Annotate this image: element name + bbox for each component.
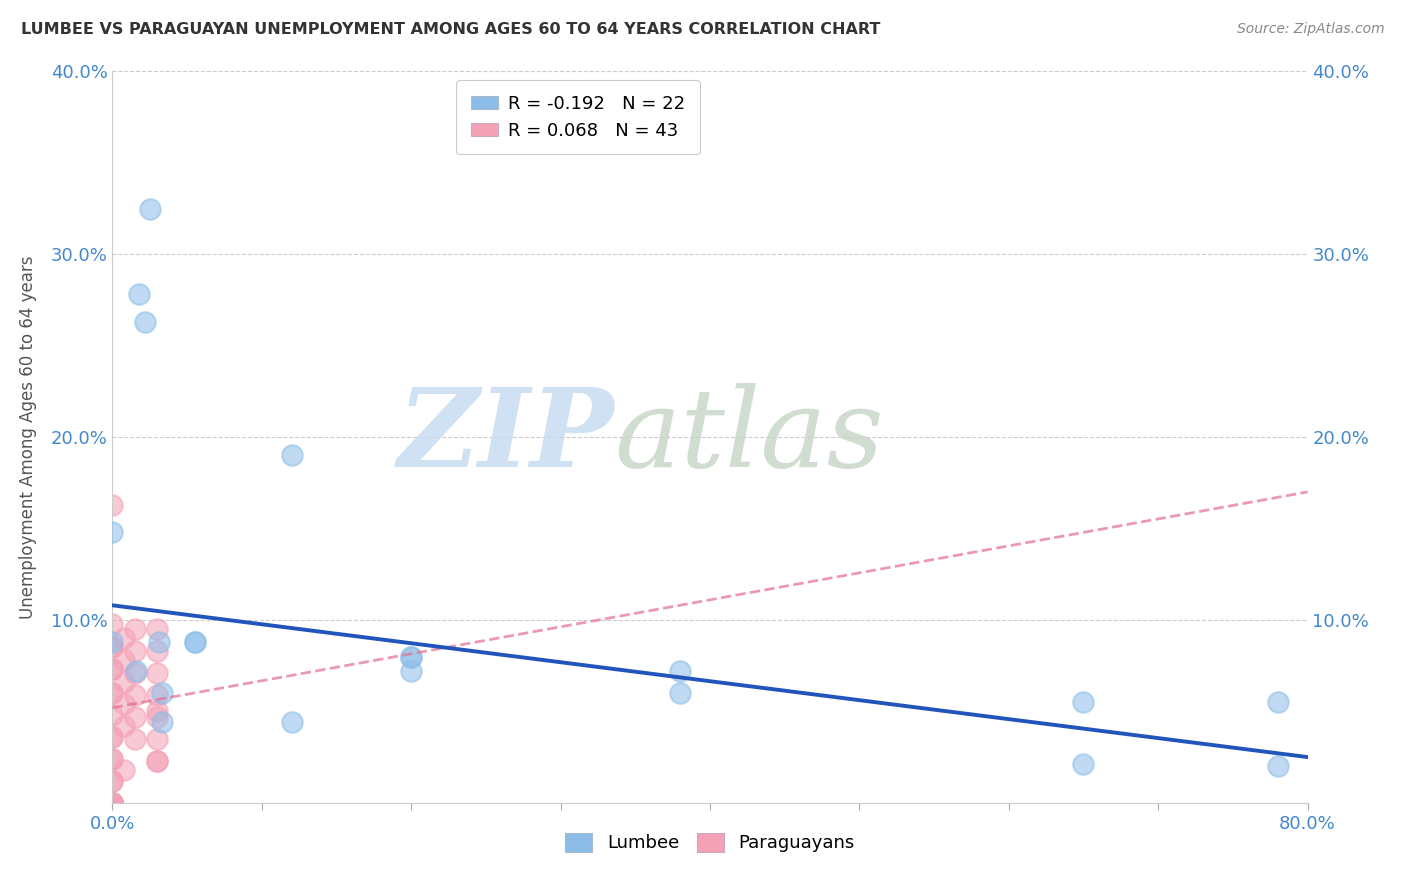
- Point: [124, 688, 146, 702]
- Point: [146, 705, 169, 719]
- Point: [124, 665, 146, 680]
- Point: [101, 640, 124, 655]
- Point: [101, 708, 124, 723]
- Point: [124, 710, 146, 724]
- Text: atlas: atlas: [614, 384, 884, 491]
- Point: [114, 653, 135, 667]
- Point: [1073, 695, 1095, 709]
- Point: [101, 730, 124, 744]
- Point: [128, 287, 150, 301]
- Point: [1267, 759, 1289, 773]
- Point: [124, 644, 146, 658]
- Text: ZIP: ZIP: [398, 384, 614, 491]
- Point: [125, 664, 148, 678]
- Point: [1073, 757, 1095, 772]
- Point: [281, 448, 304, 462]
- Point: [1267, 695, 1289, 709]
- Point: [101, 796, 124, 810]
- Point: [146, 710, 169, 724]
- Point: [134, 315, 156, 329]
- Point: [114, 632, 135, 646]
- Point: [101, 635, 124, 649]
- Y-axis label: Unemployment Among Ages 60 to 64 years: Unemployment Among Ages 60 to 64 years: [18, 255, 37, 619]
- Point: [146, 665, 169, 680]
- Point: [281, 715, 304, 730]
- Point: [183, 635, 205, 649]
- Point: [101, 796, 124, 810]
- Point: [401, 664, 423, 678]
- Point: [146, 731, 169, 746]
- Point: [114, 763, 135, 777]
- Point: [401, 649, 423, 664]
- Point: [101, 773, 124, 788]
- Point: [114, 719, 135, 733]
- Point: [146, 644, 169, 658]
- Point: [146, 754, 169, 768]
- Point: [139, 202, 162, 216]
- Point: [101, 796, 124, 810]
- Point: [146, 622, 169, 636]
- Text: Source: ZipAtlas.com: Source: ZipAtlas.com: [1237, 22, 1385, 37]
- Point: [669, 686, 692, 700]
- Point: [401, 649, 423, 664]
- Point: [101, 498, 124, 512]
- Point: [150, 715, 173, 730]
- Point: [101, 752, 124, 766]
- Point: [101, 752, 124, 766]
- Point: [101, 796, 124, 810]
- Text: LUMBEE VS PARAGUAYAN UNEMPLOYMENT AMONG AGES 60 TO 64 YEARS CORRELATION CHART: LUMBEE VS PARAGUAYAN UNEMPLOYMENT AMONG …: [21, 22, 880, 37]
- Point: [150, 686, 173, 700]
- Point: [114, 675, 135, 690]
- Point: [101, 796, 124, 810]
- Point: [101, 662, 124, 676]
- Point: [101, 686, 124, 700]
- Point: [101, 616, 124, 631]
- Point: [669, 664, 692, 678]
- Point: [114, 697, 135, 711]
- Point: [101, 640, 124, 655]
- Legend: Lumbee, Paraguayans: Lumbee, Paraguayans: [558, 826, 862, 860]
- Point: [101, 730, 124, 744]
- Point: [101, 773, 124, 788]
- Point: [146, 754, 169, 768]
- Point: [101, 796, 124, 810]
- Point: [124, 731, 146, 746]
- Point: [101, 796, 124, 810]
- Point: [148, 635, 170, 649]
- Point: [183, 635, 205, 649]
- Point: [101, 662, 124, 676]
- Point: [101, 686, 124, 700]
- Point: [146, 688, 169, 702]
- Point: [101, 525, 124, 540]
- Point: [124, 622, 146, 636]
